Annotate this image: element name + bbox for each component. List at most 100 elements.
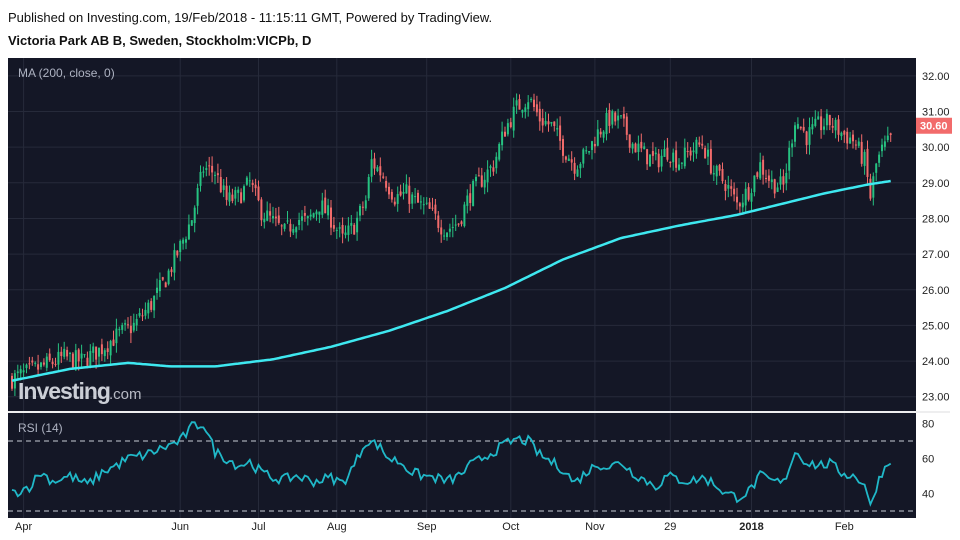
candle-body <box>277 215 280 223</box>
candle-body <box>266 210 269 221</box>
candle-body <box>77 349 80 362</box>
candle-body <box>414 196 417 198</box>
candle-body <box>405 184 408 194</box>
candle-body <box>869 178 872 199</box>
candle-body <box>187 224 190 240</box>
candle-body <box>408 185 411 204</box>
candle-body <box>234 190 237 199</box>
candle-body <box>451 226 454 228</box>
candle-body <box>817 116 820 120</box>
rsi-indicator-label: RSI (14) <box>18 421 63 435</box>
candle-body <box>228 192 231 202</box>
candle-body <box>402 191 405 194</box>
ma-line <box>11 179 891 382</box>
candle-body <box>564 156 567 160</box>
candle-body <box>675 150 678 168</box>
candle-body <box>506 123 509 135</box>
candle-body <box>480 175 483 187</box>
candle-body <box>237 189 240 193</box>
candle-body <box>724 184 727 191</box>
candle-body <box>518 99 521 110</box>
candle-body <box>216 173 219 176</box>
candle-body <box>556 128 559 130</box>
candle-body <box>646 149 649 165</box>
candle-body <box>631 143 634 149</box>
candle-body <box>883 141 886 147</box>
rsi-line <box>11 421 892 507</box>
candle-body <box>550 121 553 124</box>
investing-logo: Investing .com <box>18 378 142 404</box>
candle-body <box>744 188 747 206</box>
candle-body <box>762 159 765 175</box>
candle-body <box>596 129 599 146</box>
candle-body <box>541 118 544 126</box>
candle-body <box>448 228 451 232</box>
candle-body <box>779 176 782 185</box>
candle-body <box>834 119 837 131</box>
candle-body <box>190 220 193 226</box>
candle-body <box>704 147 707 159</box>
instrument-title: Victoria Park AB B, Sweden, Stockholm:VI… <box>8 33 312 48</box>
candle-body <box>736 196 738 203</box>
candle-body <box>95 346 98 360</box>
price-pane[interactable] <box>8 58 916 411</box>
candle-body <box>863 151 866 166</box>
candle-body <box>106 348 109 353</box>
time-tick-label: Oct <box>502 521 519 533</box>
candle-body <box>11 375 13 389</box>
candle-body <box>611 110 614 125</box>
candle-body <box>593 143 596 147</box>
price-tick-label: 31.00 <box>922 106 950 118</box>
candle-body <box>738 203 741 207</box>
candle-body <box>707 149 709 157</box>
candle-body <box>765 177 767 179</box>
candle-body <box>718 165 721 171</box>
candle-body <box>840 132 843 137</box>
candle-body <box>254 184 257 189</box>
candle-body <box>417 192 419 203</box>
candle-body <box>48 353 51 361</box>
candle-body <box>634 143 637 153</box>
candle-body <box>689 150 692 156</box>
candle-body <box>875 163 878 173</box>
candle-body <box>805 131 808 146</box>
candle-body <box>399 191 402 196</box>
candle-body <box>785 172 788 184</box>
candle-body <box>791 143 794 148</box>
candle-body <box>373 158 376 169</box>
candle-body <box>796 123 799 129</box>
candle-body <box>886 135 889 141</box>
candle-body <box>585 150 588 152</box>
candle-body <box>286 220 289 222</box>
candle-body <box>31 360 34 363</box>
candle-body <box>573 162 576 174</box>
candle-body <box>622 114 625 119</box>
logo-brand: Investing <box>18 378 110 404</box>
candle-body <box>686 151 689 153</box>
candle-body <box>356 217 359 233</box>
candle-body <box>527 102 530 110</box>
candle-body <box>396 194 399 204</box>
price-tick-label: 27.00 <box>922 249 950 261</box>
candle-body <box>504 131 506 137</box>
rsi-pane[interactable] <box>8 413 916 518</box>
candle-body <box>759 162 762 179</box>
candle-body <box>338 227 341 229</box>
candle-body <box>535 104 538 113</box>
candle-body <box>164 282 167 288</box>
grid <box>8 58 916 518</box>
rsi-tick-label: 60 <box>922 454 934 466</box>
candle-body <box>298 219 301 225</box>
candle-body <box>767 175 770 181</box>
candle-body <box>457 223 460 225</box>
time-tick-label: Jul <box>251 521 265 533</box>
candle-body <box>643 146 646 150</box>
candle-body <box>666 147 669 160</box>
candle-body <box>878 154 881 163</box>
candle-body <box>889 133 892 135</box>
candle-body <box>881 144 883 152</box>
candle-body <box>289 223 292 232</box>
candle-body <box>538 108 541 122</box>
candle-body <box>245 177 248 185</box>
